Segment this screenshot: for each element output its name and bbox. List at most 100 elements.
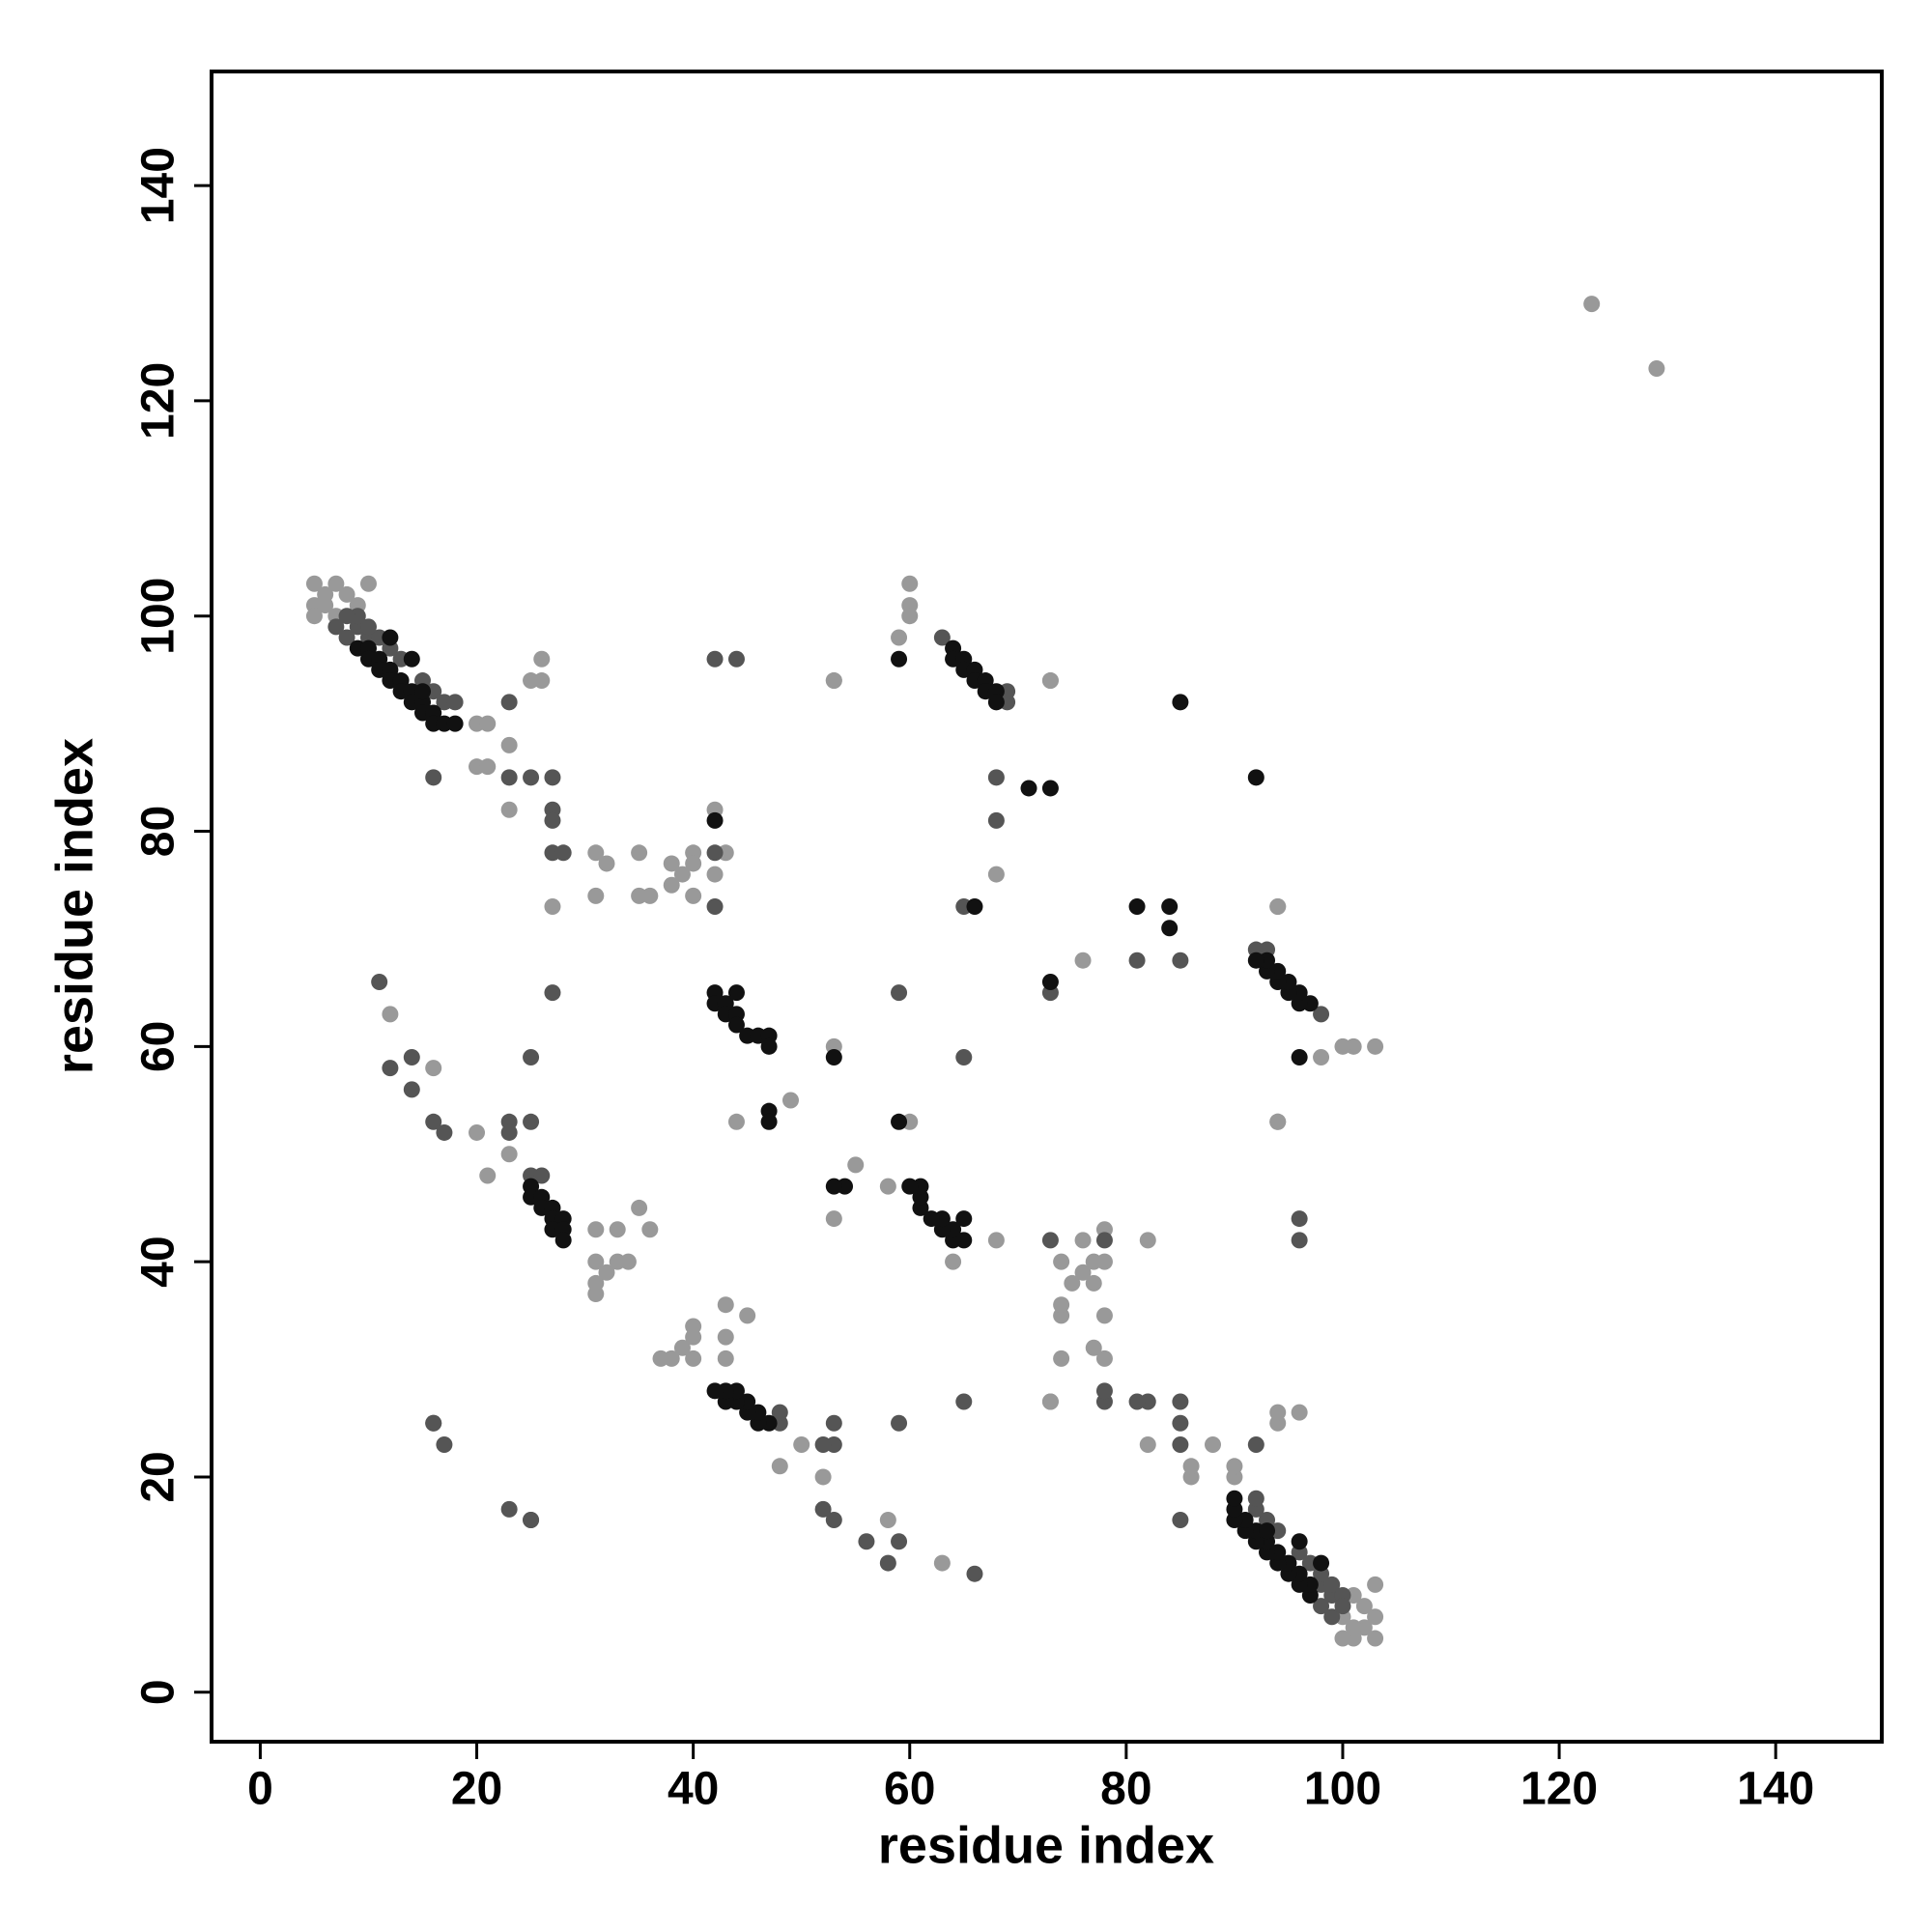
contact-point xyxy=(403,650,420,668)
contact-point xyxy=(727,650,745,668)
contact-point xyxy=(706,898,724,915)
contact-point xyxy=(717,1350,734,1367)
contact-point xyxy=(1172,1512,1189,1529)
contact-point xyxy=(879,1554,896,1572)
contact-point xyxy=(1074,1264,1092,1281)
contact-point xyxy=(1269,1404,1287,1421)
contact-point xyxy=(955,1048,973,1065)
contact-point xyxy=(955,1393,973,1410)
contact-point xyxy=(739,1307,756,1324)
contact-point xyxy=(554,1232,572,1249)
contact-point xyxy=(933,629,951,646)
contact-point xyxy=(1269,898,1287,915)
contact-point xyxy=(1172,1414,1189,1432)
contact-point xyxy=(825,1048,842,1065)
contact-point xyxy=(479,1167,497,1184)
contact-point xyxy=(1367,1576,1384,1593)
contact-point xyxy=(1313,1006,1330,1023)
contact-point xyxy=(727,1113,745,1130)
contact-point xyxy=(771,1458,788,1475)
contact-point xyxy=(1247,769,1264,786)
contact-point xyxy=(1269,1113,1287,1130)
contact-point xyxy=(1064,1274,1081,1292)
contact-point xyxy=(500,801,518,818)
contact-point xyxy=(1074,1232,1092,1249)
contact-point xyxy=(436,1436,453,1454)
contact-point xyxy=(414,683,432,700)
contact-point xyxy=(1313,1048,1330,1065)
contact-point xyxy=(673,866,691,883)
contact-point xyxy=(933,1554,951,1572)
contact-point xyxy=(1172,694,1189,711)
contact-point xyxy=(1128,898,1146,915)
contact-point xyxy=(760,1037,778,1055)
contact-point xyxy=(371,973,388,990)
contact-point xyxy=(327,575,345,592)
contact-point xyxy=(1041,780,1059,797)
contact-point xyxy=(1226,1458,1243,1475)
contact-point xyxy=(1367,1608,1384,1626)
contact-point xyxy=(631,1199,648,1216)
y-tick-label: 0 xyxy=(133,1679,185,1705)
contact-point xyxy=(403,1081,420,1098)
contact-point xyxy=(446,694,464,711)
contact-point xyxy=(609,1221,626,1238)
contact-point xyxy=(598,1264,615,1281)
contact-point xyxy=(727,984,745,1002)
contact-point xyxy=(533,672,551,690)
contact-point xyxy=(1334,1598,1351,1615)
contact-point xyxy=(479,758,497,776)
contact-point xyxy=(1053,1296,1070,1314)
points xyxy=(305,296,1665,1647)
contact-point xyxy=(500,694,518,711)
contact-point xyxy=(1367,1630,1384,1647)
y-tick-label: 100 xyxy=(133,578,185,655)
contact-point xyxy=(891,1533,908,1550)
contact-point xyxy=(469,1123,486,1141)
contact-point xyxy=(814,1436,832,1454)
contact-point xyxy=(987,866,1005,883)
contact-point xyxy=(879,1512,896,1529)
x-tick-label: 0 xyxy=(247,1764,273,1815)
contact-point xyxy=(500,769,518,786)
contact-point xyxy=(425,1060,442,1077)
contact-point xyxy=(923,1210,940,1228)
contact-point xyxy=(1095,1350,1113,1367)
y-tick-label: 60 xyxy=(133,1021,185,1072)
contact-point xyxy=(359,618,377,636)
contact-point xyxy=(1313,1598,1330,1615)
contact-point xyxy=(1247,1490,1264,1507)
contact-point xyxy=(1323,1608,1341,1626)
contact-point xyxy=(1291,1232,1308,1249)
contact-point xyxy=(1205,1436,1222,1454)
contact-point xyxy=(760,1113,778,1130)
contact-point xyxy=(436,1123,453,1141)
contact-point xyxy=(727,1016,745,1034)
contact-point xyxy=(955,1210,973,1228)
contact-point xyxy=(879,1178,896,1195)
contact-point xyxy=(781,1092,799,1109)
contact-point xyxy=(706,866,724,883)
contact-point xyxy=(1085,1339,1102,1356)
contact-point xyxy=(533,650,551,668)
contact-point xyxy=(1085,1274,1102,1292)
contact-point xyxy=(987,694,1005,711)
contact-point xyxy=(891,1414,908,1432)
contact-point xyxy=(554,844,572,862)
x-tick-label: 20 xyxy=(451,1764,502,1815)
contact-point xyxy=(338,629,355,646)
contact-point xyxy=(1648,359,1665,377)
contact-point xyxy=(382,629,399,646)
contact-point xyxy=(587,1253,605,1270)
contact-point xyxy=(1053,1253,1070,1270)
x-axis-label: residue index xyxy=(878,1816,1214,1874)
contact-point xyxy=(1095,1307,1113,1324)
contact-point xyxy=(663,855,680,872)
contact-point xyxy=(1139,1232,1156,1249)
contact-point xyxy=(706,811,724,829)
contact-point xyxy=(1367,1037,1384,1055)
contact-point xyxy=(1172,1393,1189,1410)
x-tick-label: 120 xyxy=(1520,1764,1598,1815)
contact-point xyxy=(825,1512,842,1529)
x-tick-label: 100 xyxy=(1304,1764,1381,1815)
